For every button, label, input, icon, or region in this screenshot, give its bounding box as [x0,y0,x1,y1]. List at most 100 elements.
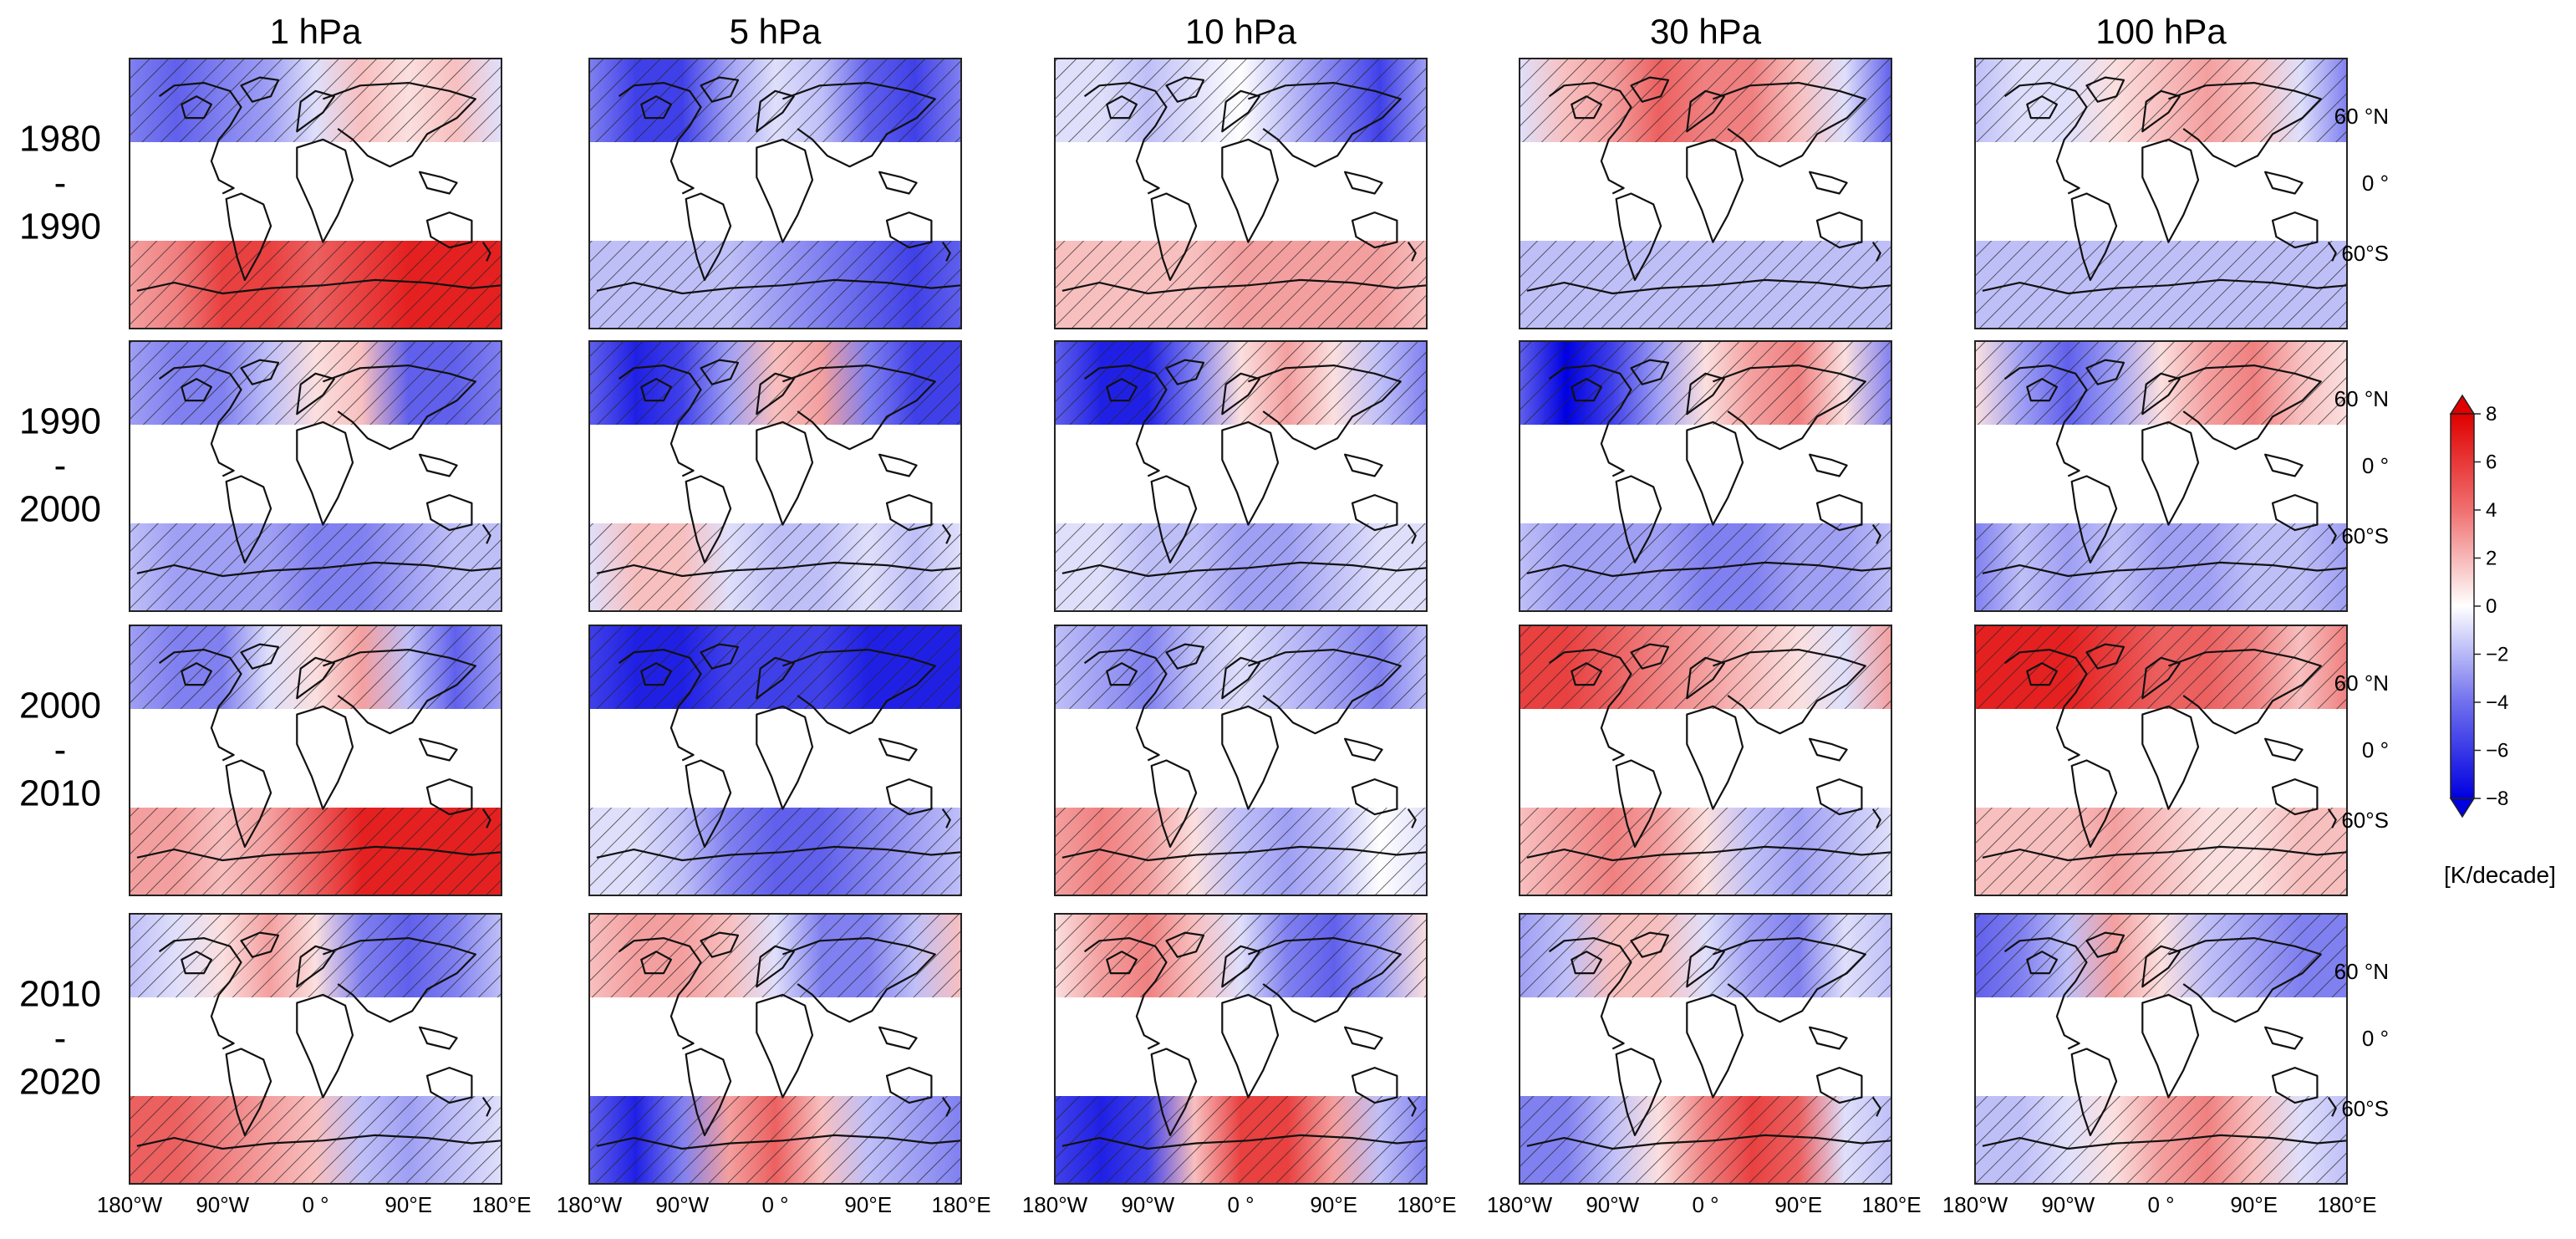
coastline [1344,171,1383,195]
coastline [640,95,672,120]
coastline [1344,737,1383,762]
lon-tick-c1-2: 0 ° [761,1192,788,1217]
panel-r0-c2 [1054,58,1428,329]
coastline [2141,993,2200,1099]
coastline [1809,453,1848,477]
coastline [2070,1048,2118,1136]
colorbar-tick-8: −8 [2486,788,2508,810]
coastline [1221,705,1280,810]
coastline [1871,241,1881,262]
coastline [1221,945,1260,988]
coastline [2026,951,2058,975]
lat-tick-r0-1: 0 ° [2362,171,2389,196]
coastline [1165,643,1205,670]
coastline [425,1067,473,1104]
coastline [885,494,933,532]
coastline [419,453,458,477]
lat-tick-r1-0: 60 °N [2334,386,2389,411]
lon-tick-c3-3: 90°E [1774,1192,1822,1217]
colorbar-tick-2: 4 [2486,499,2497,522]
coastline [700,931,740,958]
lon-tick-c2-1: 90°W [1121,1192,1174,1217]
coastline [323,82,476,168]
panel-r2-c3 [1519,625,1892,896]
lon-tick-c3-1: 90°W [1586,1192,1639,1217]
column-title-3: 30 hPa [1650,12,1762,51]
coastline [1615,1048,1662,1136]
coastline [885,1067,933,1104]
coastline [1548,365,1632,477]
row-label-end-3: 2020 [19,1062,101,1103]
panel-r1-c3 [1519,340,1892,612]
coastline [1686,421,1744,526]
coastline [878,1026,918,1050]
panel-r0-c1 [588,58,962,329]
coastline [1083,365,1168,477]
panel-r1-c2 [1054,340,1428,612]
coastline [2070,759,2118,848]
coastline [1061,561,1427,578]
coastline [1982,561,2347,578]
coastline [1871,523,1881,544]
coastline [419,1026,458,1050]
colorbar-unit-label: [K/decade] [2444,862,2556,888]
coastline [158,937,242,1050]
coastline [1106,378,1138,402]
coastline [700,76,740,103]
coastline [181,378,212,402]
coastline [618,82,702,195]
coastline [885,212,933,249]
panel-r0-c4 [1974,58,2348,329]
coastline [1221,89,1260,133]
coastline [640,662,672,686]
coastline [323,649,476,735]
colorbar-top-arrow [2449,394,2476,415]
coastline [1526,278,1891,295]
coastline [878,171,918,195]
coastline [1686,138,1744,243]
row-label-end-0: 1990 [19,206,101,247]
coastline [2026,378,2058,402]
coastline [1083,937,1168,1050]
coastline [2264,171,2304,195]
coastline [756,705,814,810]
coastline [1106,95,1138,120]
coastline [685,475,732,563]
coastline [1083,649,1168,762]
coastline [2264,453,2304,477]
coastline [1548,649,1632,762]
coastline [296,705,354,810]
coastline [756,656,795,700]
coastline [1615,475,1662,563]
lon-tick-c3-2: 0 ° [1692,1192,1718,1217]
coastline [596,845,961,862]
coastline [2070,475,2118,563]
lon-tick-c1-3: 90°E [844,1192,892,1217]
coastline [1351,1067,1398,1104]
lon-tick-c0-3: 90°E [384,1192,432,1217]
lon-tick-c4-2: 0 ° [2147,1192,2174,1217]
coastline [1407,523,1417,544]
coastline [700,359,740,385]
coastline [2141,656,2181,700]
coastline [1150,1048,1198,1136]
coastline [2271,212,2319,249]
panel-r3-c1 [588,913,962,1185]
coastline [1982,1134,2347,1150]
coastline [158,365,242,477]
coastline [2271,1067,2319,1104]
coastline [596,561,961,578]
colorbar-bottom-arrow [2449,798,2476,818]
colorbar-tick-6: −4 [2486,691,2508,714]
coastline [1571,95,1602,120]
coastline [2003,82,2088,195]
coastline [2026,95,2058,120]
coastline [1809,1026,1848,1050]
coastline [181,95,212,120]
lon-tick-c1-1: 90°W [655,1192,709,1217]
coastline [1526,1134,1891,1150]
coastline [323,937,476,1023]
coastline [2070,192,2118,281]
coastline [2168,649,2322,735]
coastline [2271,494,2319,532]
